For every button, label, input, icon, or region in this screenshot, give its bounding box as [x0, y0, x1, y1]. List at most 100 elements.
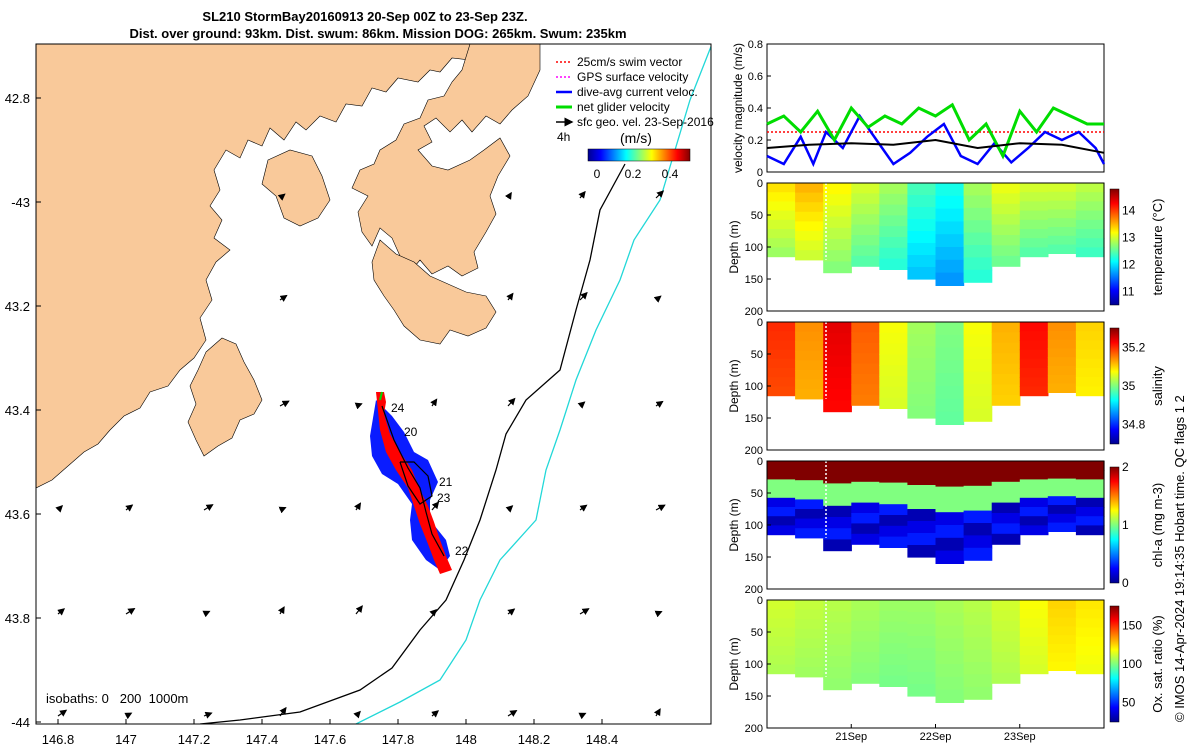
velocity-series-line	[766, 102, 1104, 160]
section-cell	[1047, 227, 1077, 237]
surface-velocity-arrow	[655, 504, 666, 512]
section-cell	[907, 322, 937, 335]
time-tick-label: 21Sep	[835, 731, 867, 743]
section-cell	[767, 247, 796, 258]
legend-gps-velocity: GPS surface velocity	[577, 70, 688, 84]
surface-velocity-arrow	[579, 608, 590, 615]
section-cell	[1075, 368, 1105, 378]
section-cell	[795, 231, 824, 242]
section-cell	[795, 370, 824, 381]
section-cell	[795, 221, 824, 232]
land-peninsula	[261, 149, 331, 227]
section-cell	[767, 461, 796, 471]
section-cell	[963, 269, 993, 283]
section-cell	[851, 471, 880, 483]
section-cell	[991, 502, 1021, 514]
section-cell	[851, 332, 880, 344]
section-cell	[907, 231, 937, 244]
section-cell	[935, 676, 965, 691]
section-cell	[1075, 497, 1105, 508]
section-cell	[1019, 497, 1049, 508]
section-cell	[935, 625, 965, 639]
section-ylabel: Depth (m)	[727, 220, 741, 273]
section-cell	[1075, 331, 1105, 341]
section-cell	[851, 502, 880, 514]
section-cell	[907, 267, 937, 280]
section-cell	[823, 528, 852, 540]
section-cell	[907, 346, 937, 359]
colorbar-tick-1: 0.2	[625, 167, 642, 181]
section-cell	[963, 600, 993, 613]
section-cell	[1075, 377, 1105, 387]
section-cell	[767, 368, 796, 378]
glider-track-loop	[399, 461, 433, 505]
section-cell	[1075, 386, 1105, 397]
section-cell	[963, 183, 993, 196]
section-cell	[935, 664, 965, 678]
section-cell	[767, 507, 796, 517]
section-colorbar-tick: 150	[1122, 618, 1142, 632]
track-label-20: 20	[404, 425, 418, 439]
section-colorbar-tick: 14	[1122, 204, 1136, 218]
section-cell	[935, 612, 965, 627]
section-cell	[935, 411, 965, 425]
map-x-tick-label: 147	[115, 732, 137, 747]
section-y-tick-label: 150	[745, 691, 763, 703]
section-y-tick-label: 100	[745, 520, 763, 532]
section-cell	[991, 523, 1021, 535]
section-cell	[1019, 636, 1049, 647]
section-colorbar-label: salinity	[1150, 366, 1165, 406]
section-cell	[1047, 366, 1077, 376]
section-cell	[907, 600, 937, 613]
velocity-y-tick-label: 0.6	[748, 71, 763, 83]
section-cell	[991, 461, 1021, 472]
section-cell	[879, 525, 908, 538]
section-cell	[795, 211, 824, 222]
section-cell	[795, 648, 824, 659]
section-cell	[963, 195, 993, 209]
section-cell	[991, 332, 1021, 344]
section-cell	[907, 485, 937, 498]
section-cell	[795, 518, 824, 529]
section-cell	[991, 652, 1021, 663]
surface-velocity-arrow	[429, 608, 438, 617]
section-cell	[935, 525, 965, 539]
surface-velocity-arrow	[653, 295, 662, 303]
section-cell	[767, 322, 796, 332]
section-cell	[767, 192, 796, 202]
isobath-1000m	[355, 44, 711, 724]
section-cell	[1047, 218, 1077, 228]
section-cell	[767, 386, 796, 397]
section-cell	[851, 374, 880, 385]
section-cell	[879, 632, 908, 644]
section-cell	[767, 340, 796, 351]
section-cell	[795, 499, 824, 510]
legend-net-velocity: net glider velocity	[577, 100, 670, 114]
surface-velocity-arrow	[507, 709, 518, 717]
section-cell	[1019, 192, 1049, 202]
section-cell	[907, 612, 937, 625]
section-cell	[963, 334, 993, 348]
map-x-tick-label: 147.6	[314, 732, 347, 747]
section-cell	[935, 322, 965, 336]
map-x-tick-label: 147.4	[246, 732, 279, 747]
section-cell	[907, 636, 937, 649]
map-y-ticks: 42.8 -43 43.2 43.4 43.6 43.8 -44	[5, 91, 41, 730]
section-cell	[1019, 386, 1049, 397]
section-cell	[907, 334, 937, 347]
section-cell	[963, 498, 993, 512]
section-ylabel: Depth (m)	[727, 637, 741, 690]
velocity-y-tick-label: 0	[757, 167, 763, 179]
section-cell	[823, 344, 852, 357]
section-cell	[1075, 461, 1105, 471]
section-cell	[767, 470, 796, 480]
depth-section-1: 0 50 100 150 200 Depth (m) 11 12 13 14 temperature…	[727, 178, 1165, 318]
section-cell	[907, 648, 937, 661]
section-cell	[935, 461, 965, 475]
section-colorbar-tick: 34.8	[1122, 418, 1146, 432]
section-cell	[1019, 358, 1049, 369]
section-cell	[1075, 488, 1105, 499]
section-cell	[1047, 374, 1077, 385]
